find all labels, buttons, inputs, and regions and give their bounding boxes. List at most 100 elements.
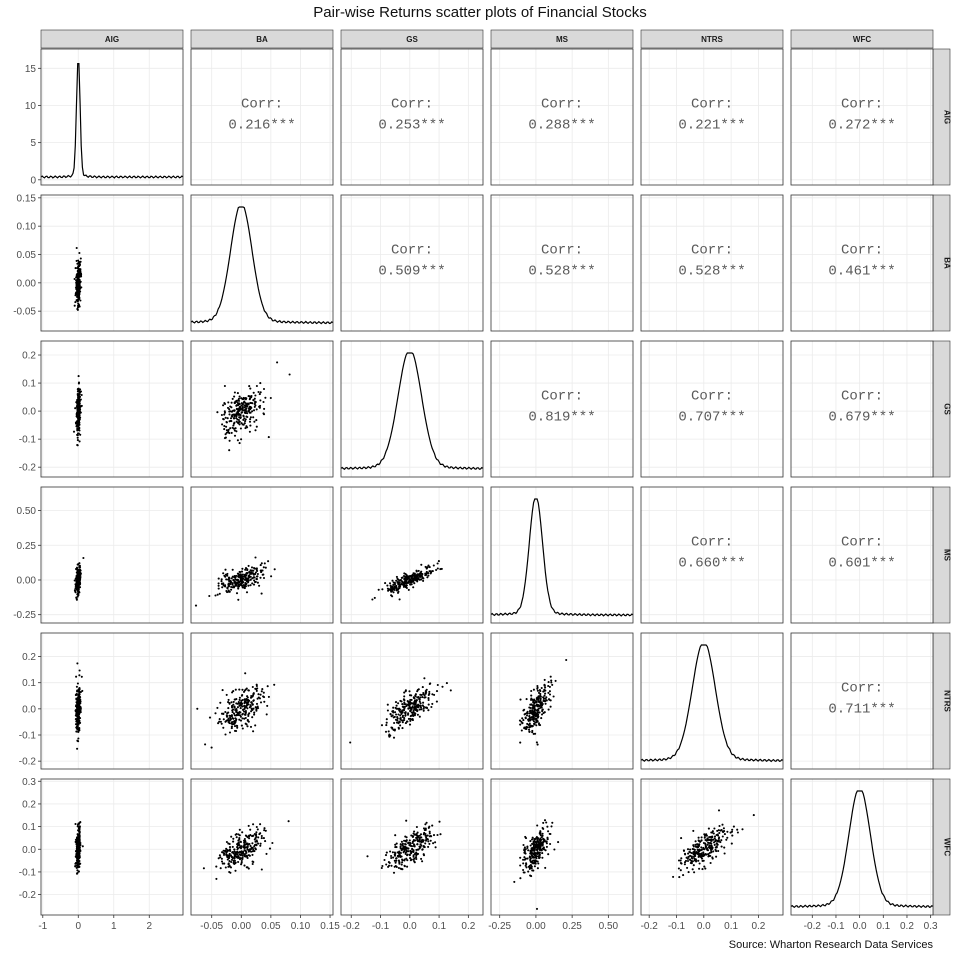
y-tick-label: 0.2	[22, 351, 36, 362]
scatter-point	[419, 693, 422, 696]
scatter-point	[524, 852, 527, 855]
scatter-point	[230, 420, 233, 423]
scatter-point	[411, 719, 414, 722]
scatter-point	[523, 856, 526, 859]
scatter-point	[385, 724, 388, 727]
scatter-point	[423, 828, 426, 832]
scatter-point	[703, 865, 706, 868]
panel-border	[340, 632, 484, 770]
scatter-point	[398, 581, 401, 584]
scatter-point	[219, 720, 222, 723]
scatter-point	[237, 418, 240, 422]
scatter-point	[412, 709, 415, 712]
scatter-point	[78, 832, 81, 836]
scatter-point	[259, 382, 262, 385]
scatter-point	[255, 689, 258, 692]
scatter-point	[393, 859, 396, 862]
scatter-point	[242, 397, 245, 401]
scatter-point	[528, 855, 531, 858]
scatter-point	[221, 423, 224, 426]
scatter-point	[387, 588, 391, 591]
scatter-point	[256, 707, 260, 710]
scatter-point	[75, 596, 78, 599]
scatter-point	[535, 709, 539, 712]
scatter-point	[231, 711, 234, 714]
scatter-point	[708, 836, 711, 839]
scatter-point	[254, 571, 257, 574]
scatter-point	[75, 675, 78, 678]
scatter-point	[677, 859, 681, 862]
scatter-point	[431, 824, 434, 827]
scatter-point	[243, 704, 246, 707]
scatter-point	[419, 833, 423, 836]
panel-gs-aig: -0.2-0.10.00.10.2	[19, 340, 184, 478]
scatter-point	[431, 702, 434, 705]
panel-background	[491, 341, 633, 477]
scatter-point	[230, 858, 234, 861]
scatter-point	[726, 836, 729, 839]
corr-value: 0.216***	[228, 117, 295, 133]
panel-border	[190, 486, 334, 624]
panel-background	[191, 779, 333, 915]
scatter-point	[403, 691, 406, 694]
scatter-point	[431, 693, 434, 696]
x-tick-label: -0.05	[200, 921, 223, 932]
scatter-point	[403, 717, 406, 720]
scatter-point	[396, 717, 399, 720]
scatter-point	[709, 861, 712, 865]
scatter-point	[697, 849, 700, 852]
panel-background	[341, 341, 483, 477]
scatter-point	[220, 413, 223, 417]
scatter-point	[225, 425, 228, 428]
scatter-point	[250, 847, 253, 850]
scatter-point	[410, 834, 413, 837]
scatter-point	[245, 577, 249, 580]
scatter-point	[263, 700, 266, 703]
scatter-point	[233, 395, 236, 398]
scatter-point	[243, 864, 246, 867]
scatter-point	[436, 567, 439, 570]
scatter-point	[76, 747, 79, 750]
scatter-point	[395, 857, 398, 860]
scatter-point	[519, 741, 522, 744]
scatter-point	[241, 857, 244, 860]
scatter-point	[548, 693, 552, 696]
scatter-point	[239, 416, 242, 419]
scatter-point	[554, 679, 557, 682]
scatter-point	[543, 694, 546, 697]
scatter-point	[259, 569, 262, 572]
scatter-point	[718, 824, 721, 828]
scatter-point	[415, 699, 418, 702]
scatter-point	[533, 707, 536, 710]
scatter-point	[522, 843, 525, 847]
scatter-point	[713, 843, 716, 846]
scatter-point	[430, 571, 433, 574]
scatter-point	[237, 714, 240, 717]
scatter-point	[417, 578, 420, 581]
scatter-point	[532, 718, 535, 721]
scatter-point	[677, 867, 680, 870]
scatter-point	[400, 840, 403, 843]
scatter-point	[75, 275, 78, 278]
scatter-point	[220, 578, 223, 581]
scatter-point	[399, 843, 402, 846]
scatter-point	[228, 865, 231, 868]
scatter-point	[232, 690, 235, 693]
scatter-point	[229, 854, 233, 857]
scatter-point	[392, 728, 395, 731]
scatter-point	[225, 693, 228, 696]
scatter-point	[543, 839, 546, 842]
corr-value: 0.601***	[828, 555, 895, 571]
scatter-point	[76, 833, 79, 836]
scatter-point	[76, 698, 79, 701]
scatter-point	[253, 397, 256, 400]
scatter-point	[522, 858, 525, 861]
scatter-point	[238, 698, 241, 701]
scatter-point	[244, 716, 247, 720]
scatter-point	[536, 716, 539, 719]
scatter-point	[219, 867, 222, 870]
scatter-point	[399, 854, 402, 857]
scatter-point	[530, 838, 534, 841]
scatter-point	[416, 696, 419, 699]
